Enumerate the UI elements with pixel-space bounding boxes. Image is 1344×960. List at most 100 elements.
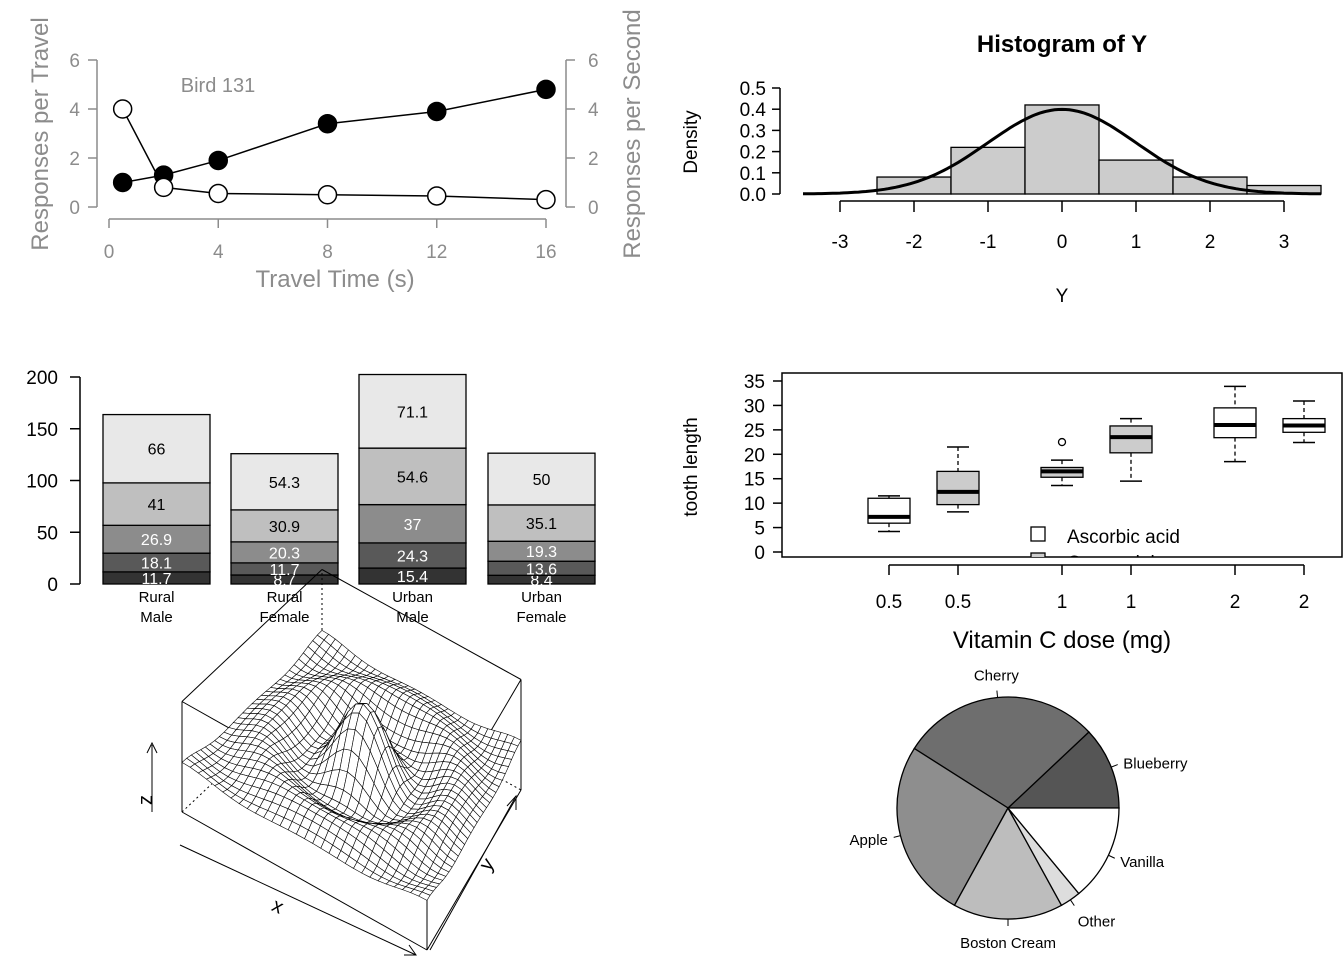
- bar-value-label: 13.6: [526, 561, 557, 578]
- bar-value-label: 37: [404, 517, 422, 534]
- surface-facet: [418, 891, 431, 901]
- y-tick-label: 0.3: [740, 121, 766, 142]
- pie-marks: Blueberry Cherry Apple Boston Cream Other Van…: [850, 668, 1188, 952]
- y-tick-label: 0.0: [740, 185, 766, 206]
- bar-value-label: 54.3: [269, 475, 300, 492]
- x-tick-label: 0.5: [945, 592, 971, 613]
- data-point-filled: [427, 101, 447, 122]
- bar-value-label: 71.1: [397, 404, 428, 421]
- line-chart-axes: 0 4 8 12 16 0 0 2 2 4 4 6 6: [69, 51, 599, 263]
- x-tick-label: -2: [906, 232, 923, 253]
- y-tick-label: 30: [744, 396, 765, 417]
- y-tick-label-right: 0: [588, 198, 599, 219]
- category-label: Rural: [267, 589, 303, 606]
- x-tick-label: 0: [1057, 232, 1068, 253]
- series-line-filled: [122, 88, 547, 184]
- bar-value-label: 41: [148, 497, 166, 514]
- z-axis-arrowhead: [146, 741, 158, 754]
- bar-chart-marks: 11.718.126.94166RuralMale8.711.720.330.9…: [102, 373, 596, 626]
- y-tick-label: 0: [47, 575, 58, 596]
- data-point-open: [112, 99, 133, 119]
- bar-value-label: 30.9: [269, 519, 300, 536]
- histogram-title: Histogram of Y: [977, 31, 1147, 58]
- bar-value-label: 54.6: [397, 469, 428, 486]
- y-tick-label-right: 2: [588, 149, 599, 170]
- bar-value-label: 8.4: [530, 573, 552, 590]
- bar-value-label: 50: [533, 472, 551, 489]
- x-axis-arrow: [179, 844, 417, 956]
- x-axis-label: Travel Time (s): [255, 266, 414, 293]
- y-axis-label-left: Responses per Travel: [27, 17, 54, 250]
- y-tick-label: 100: [26, 472, 58, 493]
- pie-slice: [913, 696, 1090, 809]
- y-tick-label: 0.4: [740, 100, 767, 121]
- legend-swatch: [1030, 552, 1046, 557]
- bar-value-label: 15.4: [397, 569, 428, 586]
- x-tick-label: 2: [1299, 592, 1310, 613]
- category-label: Male: [140, 609, 173, 626]
- pie-label: Vanilla: [1120, 854, 1165, 871]
- box: [1109, 425, 1153, 454]
- y-axis-arrowhead: [506, 794, 517, 810]
- box-edge: [321, 569, 522, 680]
- data-point-filled: [112, 172, 133, 193]
- y-tick-label: 150: [26, 420, 58, 441]
- pie-label: Apple: [850, 832, 888, 849]
- legend-entry-clipped: Orange juice: [1030, 552, 1175, 557]
- data-point-open: [536, 189, 556, 210]
- x-tick-label: 1: [1126, 592, 1137, 613]
- legend-swatch: [1030, 526, 1046, 542]
- surface-mesh: [181, 630, 522, 901]
- bar-value-label: 19.3: [526, 544, 557, 561]
- legend-label: Ascorbic acid: [1067, 527, 1180, 548]
- z-axis-label: z: [135, 795, 157, 805]
- box-edge: [181, 569, 323, 702]
- category-label: Rural: [139, 589, 175, 606]
- bar-value-label: 18.1: [141, 556, 172, 573]
- y-tick-label: 0.5: [740, 79, 766, 100]
- bar-chart-axes: 0 50 100 150 200: [26, 368, 81, 596]
- y-tick-label-left: 4: [69, 100, 80, 121]
- histogram-bar: [1098, 159, 1174, 195]
- bar-value-label: 20.3: [269, 545, 300, 562]
- pie-label-tick: [893, 835, 901, 838]
- data-point-filled: [536, 79, 556, 100]
- bar-segment: [102, 413, 211, 484]
- histogram-bar: [1172, 176, 1248, 195]
- data-point-open: [208, 183, 228, 204]
- category-label: Male: [396, 609, 429, 626]
- y-tick-label: 0.2: [740, 143, 766, 164]
- y-tick-label: 10: [744, 494, 765, 515]
- y-tick-label-left: 0: [69, 198, 80, 219]
- y-tick-label: 35: [744, 372, 765, 393]
- bar-segment: [102, 524, 211, 554]
- box: [936, 470, 980, 506]
- y-tick-label: 15: [744, 470, 765, 491]
- x-axis-arrowhead: [404, 944, 417, 956]
- outlier-point: [1057, 437, 1067, 447]
- y-tick-label-left: 2: [69, 149, 80, 170]
- x-tick-label: 0.5: [876, 592, 902, 613]
- histogram-bar: [950, 146, 1026, 195]
- bar-value-label: 11.7: [270, 562, 300, 579]
- x-tick-label: 4: [213, 242, 224, 263]
- x-tick-label: 3: [1279, 232, 1290, 253]
- bar-segment: [487, 504, 596, 542]
- x-tick-label: 8: [322, 242, 333, 263]
- category-label: Female: [516, 609, 566, 626]
- data-point-open: [153, 177, 174, 198]
- y-axis-label: tooth length: [681, 417, 702, 516]
- box: [867, 497, 911, 524]
- data-point-open: [427, 186, 447, 206]
- bar-value-label: 24.3: [397, 548, 428, 565]
- boxplot-axes: 0 5 10 15 20 25 30 35 0.5 0.5 1 1 2 2: [744, 372, 1343, 613]
- bar-value-label: 11.7: [142, 571, 172, 588]
- boxplot-marks: Ascorbic acid Orange juice: [867, 385, 1326, 557]
- y-axis-label: Density: [681, 110, 702, 174]
- histogram-marks: [803, 104, 1322, 196]
- histogram-bar: [1024, 104, 1100, 195]
- bar-segment: [358, 503, 467, 544]
- bar-segment: [358, 373, 467, 449]
